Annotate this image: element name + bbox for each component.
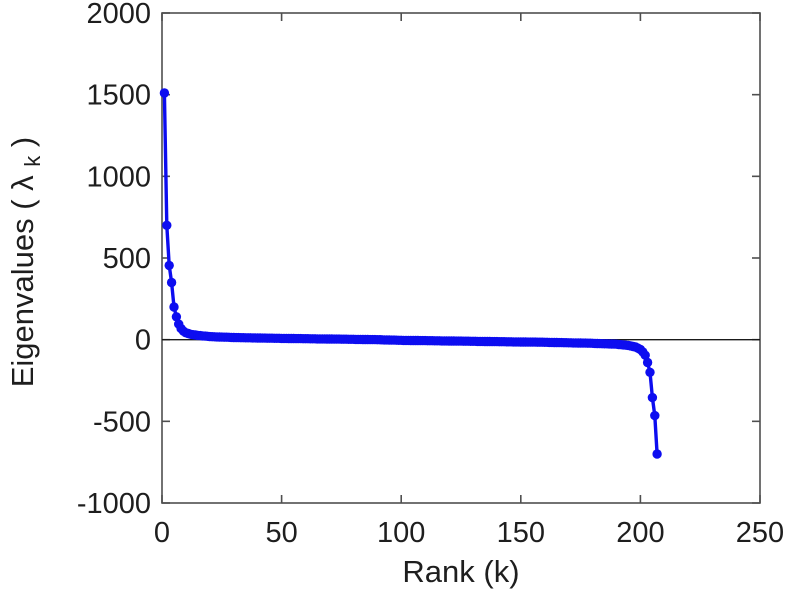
y-axis-label-subscript: k (20, 155, 45, 167)
plot-frame (161, 12, 761, 504)
x-tick-label: 150 (497, 517, 545, 549)
data-point-marker (164, 260, 174, 271)
y-tick-label: 0 (135, 325, 151, 357)
x-tick-label: 0 (154, 517, 170, 549)
data-point-marker (169, 302, 179, 312)
data-point-marker (642, 357, 653, 368)
data-point-marker (645, 367, 655, 377)
data-point-marker (647, 392, 658, 403)
x-tick-label: 100 (377, 517, 425, 549)
x-tick-label: 250 (736, 517, 784, 549)
data-point-marker (171, 312, 182, 322)
data-layer (159, 88, 662, 459)
y-axis-label-main: Eigenvalues ( λ (5, 175, 40, 387)
plot-frame-layer (161, 12, 761, 504)
tick-label-layer: 0 50 100 150 200 250 -1000 -500 0 500 1000 1500 2000 (77, 0, 784, 549)
data-point-marker (159, 88, 170, 98)
data-point-marker (650, 410, 660, 421)
x-tick-label: 50 (265, 517, 297, 549)
y-tick-label: 1000 (86, 161, 151, 193)
data-point-marker (640, 350, 650, 360)
y-tick-label: -500 (93, 406, 151, 438)
y-tick-label: 1500 (86, 80, 151, 112)
data-point-marker (652, 449, 662, 459)
data-point-marker (162, 220, 172, 230)
y-axis-label: Eigenvalues ( λ k ) (5, 137, 47, 388)
eigenvalue-curve (162, 91, 659, 456)
y-tick-label: -1000 (77, 488, 151, 520)
y-tick-label: 2000 (86, 0, 151, 30)
x-axis-label: Rank (k) (402, 554, 519, 589)
x-tick-label: 200 (616, 517, 664, 549)
y-axis-label-end: ) (5, 137, 40, 147)
y-tick-label: 500 (103, 243, 151, 275)
data-point-marker (166, 277, 177, 288)
